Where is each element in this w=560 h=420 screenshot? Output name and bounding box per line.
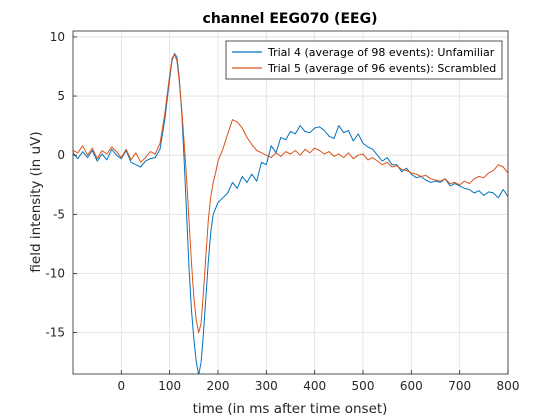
x-tick-label: 600: [400, 379, 423, 393]
x-tick-label: 100: [158, 379, 181, 393]
x-tick-label: 300: [255, 379, 278, 393]
y-tick-label: -15: [45, 326, 65, 340]
series-lines: [73, 53, 508, 374]
x-tick-label: 500: [352, 379, 375, 393]
x-axis-label: time (in ms after time onset): [193, 401, 388, 417]
plot-frame: [72, 30, 509, 375]
chart-title: channel EEG070 (EEG): [203, 11, 378, 27]
x-tick-label: 800: [497, 379, 520, 393]
y-tick-label: 0: [57, 148, 65, 162]
plot-background: [73, 31, 508, 374]
legend-box: [225, 40, 503, 80]
y-tick-label: -5: [53, 207, 65, 221]
grid: [73, 31, 509, 374]
x-tick-label: 400: [303, 379, 326, 393]
x-tick-label: 0: [118, 379, 126, 393]
x-tick-label: 200: [207, 379, 230, 393]
y-tick-label: 5: [57, 89, 65, 103]
legend-label-2: Trial 5 (average of 96 events): Scramble…: [267, 62, 496, 75]
axis-ticks: 0 100 200 300 400 500 600 700 800 -15 -10 -5 0 5 10: [45, 30, 519, 393]
series-line-2: [73, 54, 508, 334]
x-tick-label: 700: [448, 379, 471, 393]
y-tick-label: 10: [50, 30, 65, 44]
legend-label-1: Trial 4 (average of 98 events): Unfamili…: [267, 46, 495, 59]
y-tick-label: -10: [45, 266, 65, 280]
y-axis-label: field intensity (in uV): [28, 131, 44, 272]
series-line-1: [73, 53, 508, 374]
legend: Trial 4 (average of 98 events): Unfamili…: [225, 40, 503, 80]
